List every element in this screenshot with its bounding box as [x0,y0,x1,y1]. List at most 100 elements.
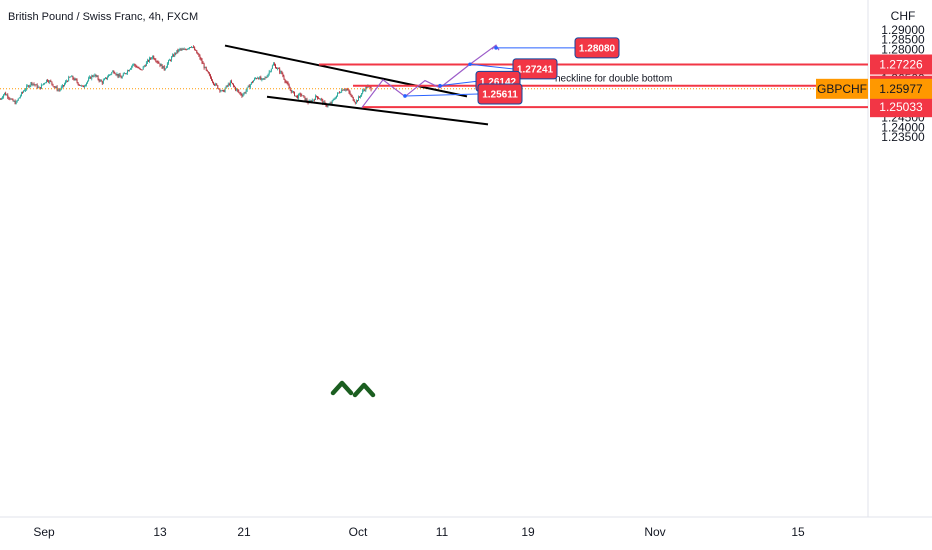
candle-body [183,49,185,50]
candle-body [71,75,73,77]
candle-body [187,48,189,50]
candle-body [223,90,225,92]
candle-body [26,85,28,90]
candle-body [347,89,349,91]
candle-body [247,85,249,88]
candle-body [164,68,166,70]
candle-body [75,78,77,80]
candle-body [200,58,202,60]
candle-body [227,83,229,86]
candle-body [18,97,20,99]
candle-body [27,85,29,87]
candle-body [181,49,183,50]
candle-body [346,89,348,91]
candle-body [149,57,150,62]
callout-anchor-dot [438,83,442,88]
candle-body [259,76,261,80]
candle-body [282,73,284,77]
candle-body [73,78,75,81]
candle-body [165,66,167,69]
candle-body [7,94,9,98]
candle-body [15,101,17,104]
candle-body [135,65,137,67]
candle-body [365,86,367,91]
candle-body [103,78,105,81]
candle-body [145,62,147,67]
callout-label: 1.28080 [579,43,616,54]
candle-body [345,89,347,91]
callout-line [404,93,479,97]
candle-body [93,76,95,77]
candle-body [113,71,115,73]
candle-body [10,98,12,100]
time-axis[interactable]: Sep 13 21 Oct 11 19 Nov 15 [33,525,805,539]
candle-body [190,47,191,49]
candle-body [351,95,353,97]
candle-body [44,83,45,85]
candle-body [1,98,2,100]
candle-body [156,61,158,63]
candle-body [87,80,89,83]
candle-body [363,89,365,91]
candle-body [107,77,108,79]
candle-body [137,67,139,68]
candle-body [242,94,244,97]
candle-body [37,86,39,88]
candle-body [350,94,352,96]
symbol-label: GBPCHF [817,82,867,96]
candle-body [233,83,234,86]
candle-body [288,85,290,89]
callout-line [469,63,514,70]
candle-body [234,85,236,88]
candle-body [340,92,342,94]
callout-anchor-dot [403,94,407,98]
candle-body [300,93,302,96]
candle-body [168,60,169,64]
candle-body [255,78,257,80]
candle-body [133,63,135,65]
candle-body [69,76,71,78]
candle-body [208,73,210,75]
candle-body [360,96,362,97]
candle-body [204,67,206,69]
candle-body [229,81,231,86]
candle-body [193,46,195,48]
candle-body [220,90,222,92]
trendlines[interactable] [224,44,489,126]
callout-label: 1.25611 [482,90,518,101]
candle-body [239,92,241,94]
candle-body [154,58,156,60]
candle-body [169,59,170,61]
candle-body [66,81,68,82]
candle-body [78,84,80,86]
candle-body [366,86,368,88]
candle-body [206,69,208,72]
candle-body [64,83,65,86]
candle-body [153,56,155,59]
candle-body [257,77,259,79]
candle-body [54,86,56,88]
candle-body [94,74,96,77]
candle-body [65,81,66,84]
candle-body [96,76,98,77]
candle-body [213,82,215,85]
candle-body [292,91,294,93]
candle-body [275,64,276,69]
candle-body [358,96,359,101]
x-tick-label: Sep [33,525,55,539]
candle-body [2,97,3,99]
candle-body [121,76,123,79]
candle-body [148,60,149,62]
lower-trendline [266,95,489,126]
candle-body [105,77,106,79]
candle-body [52,83,54,87]
candle-body [39,87,41,89]
candle-body [123,73,125,75]
x-tick-label: 21 [237,525,251,539]
candle-body [231,81,232,83]
candle-body [32,83,34,85]
candle-body [295,95,296,97]
